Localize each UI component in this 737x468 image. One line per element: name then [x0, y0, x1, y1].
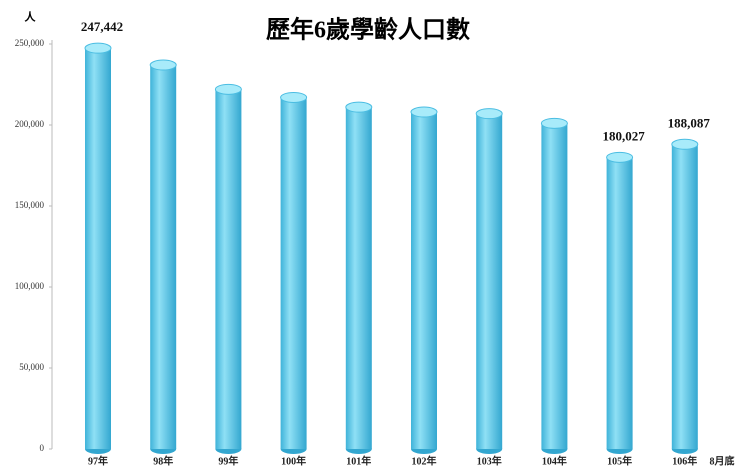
bar: [150, 65, 177, 449]
bar: [541, 123, 568, 449]
y-tick-label: 100,000: [15, 281, 45, 291]
bar-top: [345, 101, 373, 113]
bar-top: [84, 42, 112, 54]
y-tick-label: 50,000: [19, 362, 44, 372]
y-tick-label: 200,000: [15, 119, 45, 129]
bar-top: [540, 117, 568, 129]
x-tick-label: 105年: [607, 454, 632, 467]
y-unit: 人: [25, 10, 37, 24]
bar-top: [671, 138, 699, 150]
bar-top: [606, 151, 634, 163]
y-tick-label: 250,000: [15, 38, 45, 48]
bar-top: [149, 59, 177, 71]
value-label: 188,087: [668, 115, 711, 130]
bar-top: [280, 91, 308, 103]
bar: [85, 48, 111, 450]
bar: [606, 157, 633, 449]
bar-top: [475, 108, 503, 120]
bar: [476, 113, 503, 449]
value-label: 180,027: [602, 128, 645, 143]
x-tick-label: 106年: [672, 454, 697, 467]
y-tick-label: 150,000: [15, 200, 45, 210]
x-tick-label: 99年: [218, 454, 238, 467]
x-tick-label: 101年: [346, 454, 371, 467]
x-tick-label: 104年: [542, 454, 567, 467]
bar-top: [410, 106, 438, 118]
chart-title: 歷年6歲學齡人口數: [266, 16, 470, 44]
value-label: 247,442: [81, 19, 123, 34]
x-tick-label: 100年: [281, 454, 306, 467]
bar: [411, 112, 437, 449]
bar: [671, 144, 698, 449]
annotation: 8月底: [710, 454, 735, 467]
bar: [280, 97, 307, 450]
x-tick-label: 98年: [153, 454, 173, 467]
bar: [215, 89, 242, 450]
y-tick-label: 0: [40, 443, 45, 453]
x-tick-label: 97年: [88, 454, 108, 467]
x-tick-label: 102年: [412, 454, 437, 467]
bar: [345, 107, 372, 450]
x-tick-label: 103年: [477, 454, 502, 467]
bar-top: [214, 83, 242, 95]
